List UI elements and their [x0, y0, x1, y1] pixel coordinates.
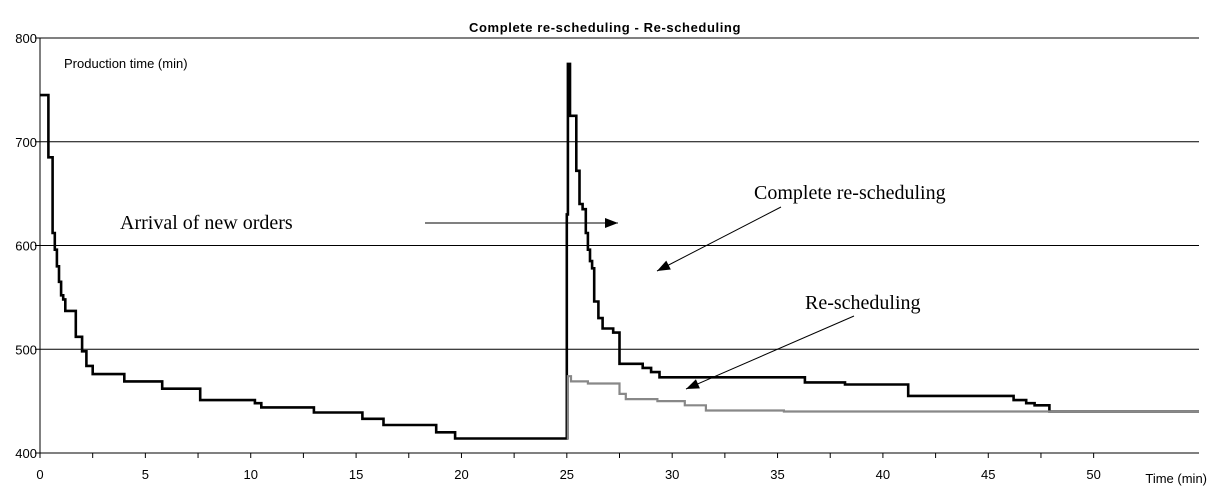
y-tick-label-800: 800 — [15, 31, 37, 46]
annotation-rescheduling: Re-scheduling — [805, 292, 921, 314]
series-line-rescheduling — [566, 375, 1199, 440]
y-axis-label: Production time (min) — [64, 56, 188, 71]
ticks: 400 500 600 700 800 0 5 10 15 20 25 30 35 40 45 50 — [15, 31, 1101, 482]
x-tick-label-45: 45 — [981, 467, 995, 482]
series — [40, 62, 1199, 440]
y-tick-label-400: 400 — [15, 446, 37, 461]
x-tick-label-50: 50 — [1086, 467, 1100, 482]
x-tick-label-25: 25 — [560, 467, 574, 482]
x-tick-label-40: 40 — [876, 467, 890, 482]
chart-title: Complete re-scheduling - Re-scheduling — [469, 20, 741, 35]
arrow-rescheduling-head — [686, 379, 700, 389]
arrow-arrival-head — [605, 218, 618, 228]
x-tick-label-20: 20 — [454, 467, 468, 482]
y-tick-label-500: 500 — [15, 342, 37, 357]
x-tick-label-15: 15 — [349, 467, 363, 482]
arrow-complete-rescheduling-head — [657, 260, 671, 271]
x-tick-label-5: 5 — [142, 467, 149, 482]
arrow-complete-rescheduling-shaft — [656, 206, 782, 272]
arrow-rescheduling-shaft — [685, 315, 855, 390]
annotation-arrival: Arrival of new orders — [120, 212, 293, 234]
x-axis-label: Time (min) — [1145, 471, 1207, 486]
y-tick-label-700: 700 — [15, 135, 37, 150]
y-tick-label-600: 600 — [15, 239, 37, 254]
annotation-arrows — [425, 206, 855, 390]
x-tick-label-0: 0 — [36, 467, 43, 482]
series-line-complete-rescheduling — [40, 62, 1199, 440]
x-tick-label-30: 30 — [665, 467, 679, 482]
x-tick-label-10: 10 — [243, 467, 257, 482]
annotation-complete-rescheduling: Complete re-scheduling — [754, 182, 946, 204]
x-tick-label-35: 35 — [770, 467, 784, 482]
